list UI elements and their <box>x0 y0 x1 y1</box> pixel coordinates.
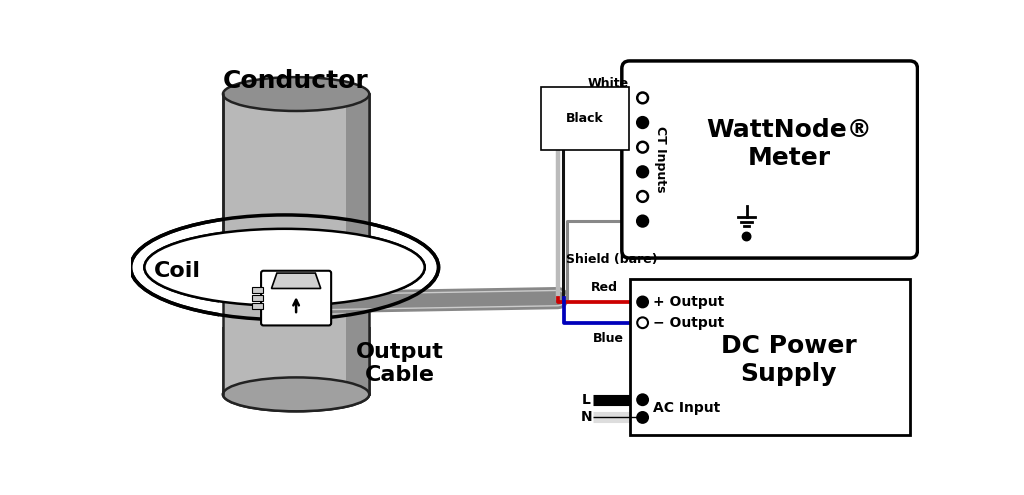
Circle shape <box>637 216 648 227</box>
Ellipse shape <box>223 377 370 411</box>
Text: − Output: − Output <box>653 316 725 330</box>
Polygon shape <box>346 94 370 395</box>
Circle shape <box>637 142 648 152</box>
FancyBboxPatch shape <box>261 271 331 325</box>
Circle shape <box>742 232 751 241</box>
Circle shape <box>637 117 648 128</box>
Circle shape <box>637 395 648 405</box>
Circle shape <box>637 317 648 328</box>
Text: L: L <box>582 393 591 407</box>
Polygon shape <box>223 267 370 395</box>
Text: Output
Cable: Output Cable <box>356 342 444 385</box>
Text: Shield (bare): Shield (bare) <box>566 253 657 266</box>
Circle shape <box>637 191 648 202</box>
Text: AC Input: AC Input <box>653 401 721 415</box>
Polygon shape <box>223 94 370 395</box>
Text: Coil: Coil <box>154 261 201 281</box>
Text: White: White <box>588 77 629 90</box>
Text: WattNode®
Meter: WattNode® Meter <box>706 118 871 170</box>
Bar <box>252 295 263 301</box>
Circle shape <box>637 412 648 423</box>
Circle shape <box>637 297 648 307</box>
FancyBboxPatch shape <box>630 279 909 435</box>
Ellipse shape <box>223 77 370 111</box>
Circle shape <box>637 93 648 103</box>
Ellipse shape <box>144 229 425 306</box>
Text: Black: Black <box>566 112 604 125</box>
Bar <box>252 287 263 294</box>
Text: Blue: Blue <box>593 332 624 345</box>
Ellipse shape <box>223 377 370 411</box>
Text: Red: Red <box>591 281 617 294</box>
FancyBboxPatch shape <box>622 61 918 258</box>
Text: N: N <box>581 410 592 424</box>
Ellipse shape <box>144 229 425 306</box>
Text: + Output: + Output <box>653 295 725 309</box>
Polygon shape <box>346 267 370 395</box>
Polygon shape <box>271 273 321 289</box>
Text: CT Inputs: CT Inputs <box>653 126 667 193</box>
Bar <box>252 303 263 309</box>
Circle shape <box>637 166 648 177</box>
Text: DC Power
Supply: DC Power Supply <box>721 334 857 386</box>
Polygon shape <box>219 267 373 327</box>
Text: Conductor: Conductor <box>223 69 369 93</box>
